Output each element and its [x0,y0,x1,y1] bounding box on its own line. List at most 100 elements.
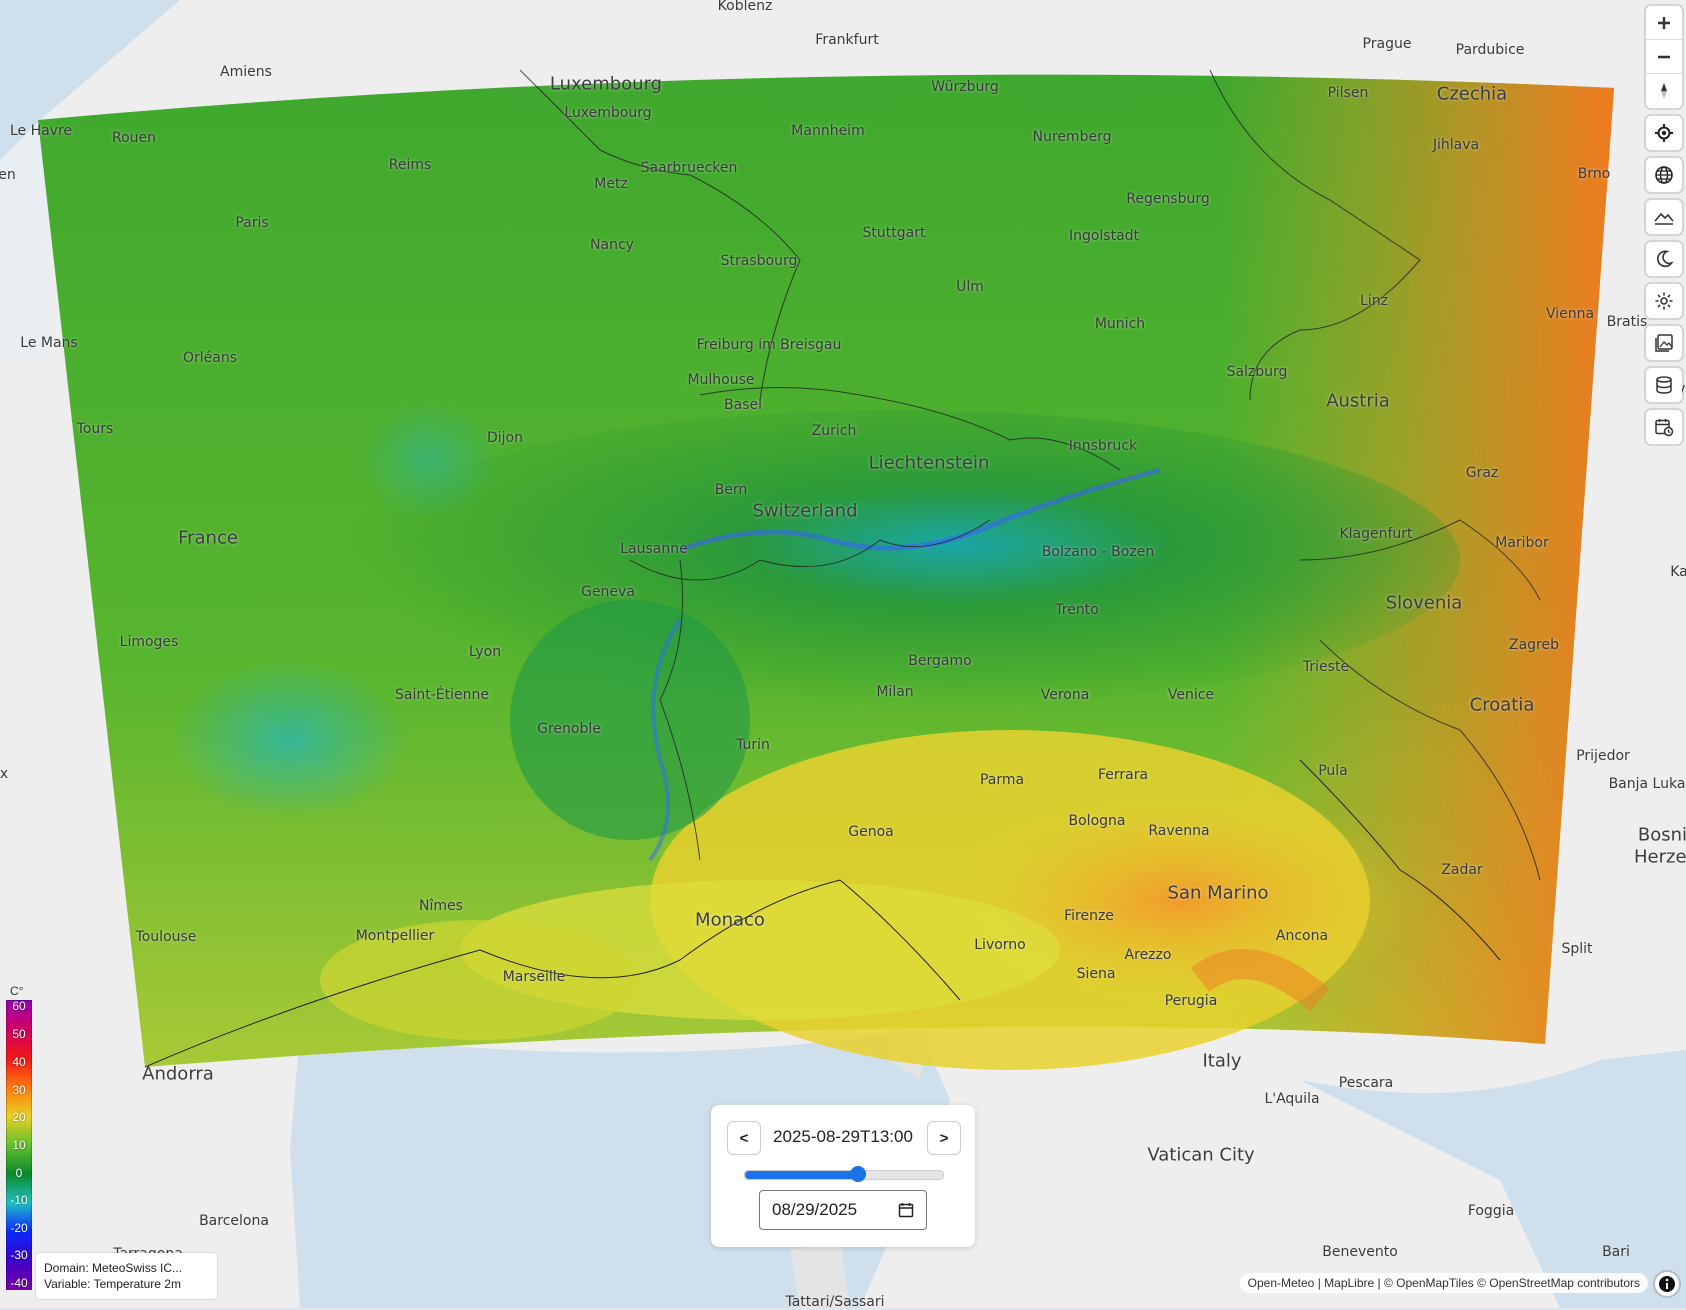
place-city: Foggia [1467,1203,1515,1219]
place-city: Tattari/Sassari [785,1294,885,1310]
place-switzerland: Switzerland [752,500,858,522]
place-city: Perugia [1164,993,1218,1009]
place-city: Prijedor [1576,748,1630,764]
legend-tick: -30 [10,1248,28,1262]
place-city: Bologna [1068,813,1126,829]
maplibre-link[interactable]: MapLibre [1324,1276,1375,1290]
place-city: Ingolstadt [1068,228,1140,244]
place-city: Bern [714,482,748,498]
info-icon [1659,1276,1675,1292]
globe-button[interactable] [1646,158,1682,192]
image-layers-icon [1655,334,1673,352]
place-bosnia: Bosnia [1637,824,1686,846]
place-andorra: Andorra [142,1063,214,1085]
database-group [1646,368,1682,402]
zoom-out-button[interactable] [1646,40,1682,74]
place-vatican-city: Vatican City [1147,1144,1255,1166]
place-city: x [0,766,9,782]
attribution-toggle-button[interactable] [1655,1272,1679,1296]
legend-tick: 50 [12,1027,26,1041]
place-city: Ancona [1275,928,1329,944]
attribution-separator: | [1314,1276,1325,1290]
place-city: Mannheim [791,123,865,139]
place-city: Saint-Étienne [395,687,489,703]
navigation-group [1646,6,1682,108]
place-city: Lyon [468,644,502,660]
place-city: Pula [1318,763,1348,779]
place-city: Brno [1577,166,1611,182]
settings-button[interactable] [1646,284,1682,318]
place-city: Nîmes [419,898,463,914]
legend-unit: C° [10,984,24,998]
open-meteo-link[interactable]: Open-Meteo [1247,1276,1315,1290]
place-city: Zurich [811,423,857,439]
place-city: Limoges [119,634,179,650]
dark-mode-button[interactable] [1646,242,1682,276]
place-city: Klagenfurt [1339,526,1413,542]
place-city: Regensburg [1126,191,1210,207]
place-city: Freiburg im Breisgau [696,337,842,353]
place-city: Split [1561,941,1593,957]
image-layers-button[interactable] [1646,326,1682,360]
time-slider[interactable] [744,1166,944,1182]
place-city: Koblenz [717,0,773,14]
compass-button[interactable] [1646,74,1682,108]
place-san-marino: San Marino [1167,882,1269,904]
locate-button[interactable] [1646,116,1682,150]
place-city: Zadar [1441,862,1483,878]
time-slider-fill [745,1171,858,1179]
database-button[interactable] [1646,368,1682,402]
place-city: Bolzano - Bozen [1041,544,1155,560]
attribution-text: | © OpenMapTiles © OpenStreetMap contrib… [1374,1276,1640,1290]
place-city: Metz [594,176,628,192]
place-city: Linz [1360,293,1388,309]
place-city: Marseille [502,969,566,985]
place-city: Graz [1465,465,1499,481]
domain-info-box: Domain: MeteoSwiss IC... Variable: Tempe… [36,1253,217,1299]
legend-tick: -20 [10,1221,28,1235]
zoom-in-icon [1658,16,1670,29]
legend-tick: 60 [12,999,26,1013]
place-city: Munich [1094,316,1146,332]
place-city: Bratis [1606,314,1648,330]
place-city: Firenze [1064,908,1114,924]
place-italy: Italy [1202,1050,1242,1072]
place-city: Orléans [182,350,238,366]
calendar-icon [898,1203,914,1218]
place-city: Barcelona [199,1213,269,1229]
place-city: Ferrara [1097,767,1149,783]
terrain-button[interactable] [1646,200,1682,234]
place-city: Nancy [590,237,634,253]
prev-time-button[interactable]: < [727,1121,761,1155]
legend-tick: 40 [12,1055,26,1069]
place-city: Pescara [1338,1075,1394,1091]
date-input[interactable]: 08/29/2025 [759,1190,927,1230]
zoom-out-icon [1658,55,1670,58]
zoom-in-button[interactable] [1646,6,1682,40]
place-city: Strasbourg [720,253,798,269]
settings-group [1646,284,1682,318]
place-city: Innsbruck [1068,438,1138,454]
place-city: Livorno [974,937,1026,953]
next-time-button[interactable]: > [927,1121,961,1155]
time-slider-thumb[interactable] [849,1166,866,1182]
legend-tick: 10 [12,1138,26,1152]
place-croatia: Croatia [1469,694,1535,716]
place-city: Stuttgart [862,225,926,241]
place-city: Bari [1602,1244,1630,1260]
place-city: Turin [736,737,770,753]
calendar-clock-button[interactable] [1646,410,1682,444]
place-city: Grenoble [537,721,601,737]
place-city: Ravenna [1148,823,1210,839]
place-city: Ulm [956,279,984,295]
place-city: Würzburg [931,79,999,95]
place-city: Bergamo [908,653,972,669]
place-city: Nuremberg [1032,129,1112,145]
compass-icon [1661,83,1667,99]
place-city: Lausanne [620,541,688,557]
place-city: Basel [724,397,762,413]
map-controls [1646,6,1682,452]
place-city: Ka [1670,564,1686,580]
place-city: Frankfurt [815,32,879,48]
